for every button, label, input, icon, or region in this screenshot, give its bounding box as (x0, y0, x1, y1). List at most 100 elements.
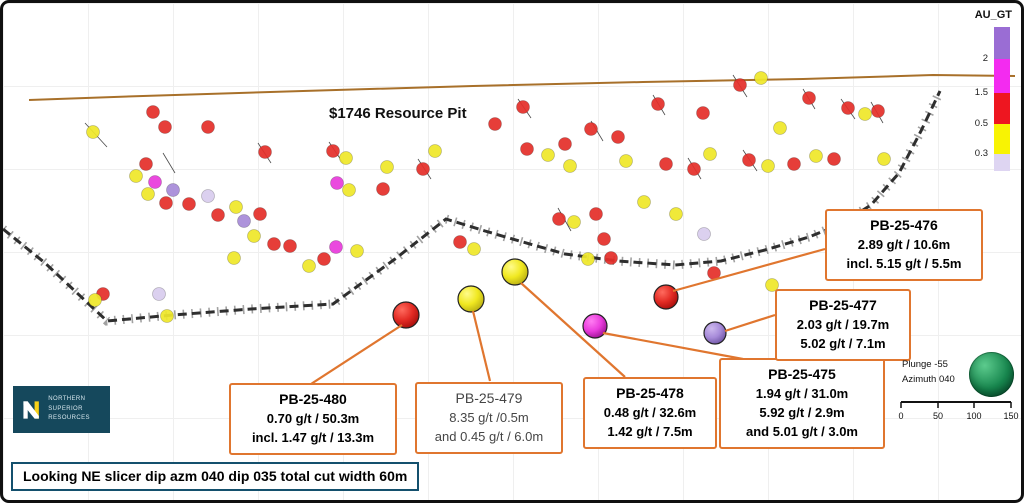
drillhole-intercept[interactable] (229, 200, 243, 214)
drillhole-intercept[interactable] (317, 252, 331, 266)
drillhole-intercept[interactable] (267, 237, 281, 251)
drillhole-intercept[interactable] (877, 152, 891, 166)
section-canvas[interactable] (3, 3, 1021, 500)
drillhole-intercept[interactable] (201, 120, 215, 134)
drillhole-intercept[interactable] (488, 117, 502, 131)
drillhole-id: PB-25-480 (279, 391, 347, 407)
drillhole-intercept[interactable] (563, 159, 577, 173)
drillhole-intercept[interactable] (858, 107, 872, 121)
drillhole-intercept[interactable] (589, 207, 603, 221)
highlighted-intercept[interactable] (653, 284, 679, 310)
drillhole-id: PB-25-477 (809, 297, 877, 313)
highlighted-intercept[interactable] (703, 321, 727, 345)
drillhole-intercept[interactable] (258, 145, 272, 159)
highlighted-intercept[interactable] (457, 285, 485, 313)
drillhole-intercept[interactable] (787, 157, 801, 171)
drillhole-intercept[interactable] (159, 196, 173, 210)
drillhole-intercept[interactable] (380, 160, 394, 174)
drillhole-intercept[interactable] (350, 244, 364, 258)
drillhole-intercept[interactable] (761, 159, 775, 173)
drillhole-intercept[interactable] (330, 176, 344, 190)
leader-line (471, 310, 492, 382)
drillhole-intercept[interactable] (146, 105, 160, 119)
drillhole-intercept[interactable] (129, 169, 143, 183)
intercept-value: and 5.01 g/t / 3.0m (746, 423, 858, 439)
highlighted-intercept[interactable] (501, 258, 529, 286)
drillhole-intercept[interactable] (687, 162, 701, 176)
drillhole-intercept[interactable] (247, 229, 261, 243)
drillhole-intercept[interactable] (152, 287, 166, 301)
plunge-value: Plunge -55 (902, 359, 948, 370)
drillhole-intercept[interactable] (802, 91, 816, 105)
drillhole-intercept[interactable] (342, 183, 356, 197)
drillhole-intercept[interactable] (827, 152, 841, 166)
intercept-value: 1.94 g/t / 31.0m (755, 386, 849, 402)
drillhole-intercept[interactable] (558, 137, 572, 151)
highlighted-intercept[interactable] (582, 313, 608, 339)
drillhole-id: PB-25-475 (768, 366, 836, 382)
drillhole-intercept[interactable] (742, 153, 756, 167)
drillhole-intercept[interactable] (139, 157, 153, 171)
drillhole-intercept[interactable] (88, 293, 102, 307)
drillhole-intercept[interactable] (339, 151, 353, 165)
drillhole-intercept[interactable] (841, 101, 855, 115)
highlighted-intercept[interactable] (392, 301, 420, 329)
azimuth-value: Azimuth 040 (902, 373, 955, 385)
drillhole-intercept[interactable] (182, 197, 196, 211)
drillhole-intercept[interactable] (809, 149, 823, 163)
drillhole-intercept[interactable] (733, 78, 747, 92)
drillhole-intercept[interactable] (584, 122, 598, 136)
drillhole-intercept[interactable] (703, 147, 717, 161)
drillhole-intercept[interactable] (428, 144, 442, 158)
drillhole-intercept[interactable] (201, 189, 215, 203)
company-logo-text: NORTHERN SUPERIOR RESOURCES (48, 396, 90, 422)
drillhole-intercept[interactable] (637, 195, 651, 209)
drillhole-intercept[interactable] (669, 207, 683, 221)
section-caption: Looking NE slicer dip azm 040 dip 035 to… (11, 462, 420, 491)
legend-threshold-label: 1.5 (974, 87, 988, 98)
drillhole-intercept[interactable] (302, 259, 316, 273)
drillhole-intercept[interactable] (659, 157, 673, 171)
drillhole-intercept[interactable] (619, 154, 633, 168)
drillhole-intercept[interactable] (516, 100, 530, 114)
drillhole-intercept[interactable] (754, 71, 768, 85)
drillhole-intercept[interactable] (326, 144, 340, 158)
intercept-value: 2.89 g/t / 10.6m (857, 237, 951, 253)
drillhole-intercept[interactable] (581, 252, 595, 266)
drillhole-intercept[interactable] (520, 142, 534, 156)
drillhole-intercept[interactable] (552, 212, 566, 226)
drillhole-intercept[interactable] (376, 182, 390, 196)
drillhole-intercept[interactable] (211, 208, 225, 222)
legend-threshold-label: 0.5 (974, 118, 988, 129)
drillhole-intercept[interactable] (611, 130, 625, 144)
drillhole-intercept[interactable] (253, 207, 267, 221)
drillhole-intercept[interactable] (541, 148, 555, 162)
drillhole-intercept[interactable] (871, 104, 885, 118)
drillhole-intercept[interactable] (567, 215, 581, 229)
drillhole-intercept[interactable] (467, 242, 481, 256)
drillhole-intercept[interactable] (237, 214, 251, 228)
drillhole-intercept[interactable] (597, 232, 611, 246)
drillhole-intercept[interactable] (158, 120, 172, 134)
drillhole-intercept[interactable] (148, 175, 162, 189)
orientation-ball[interactable] (969, 352, 1014, 397)
drillhole-intercept[interactable] (773, 121, 787, 135)
drillhole-intercept[interactable] (141, 187, 155, 201)
drillhole-intercept[interactable] (697, 227, 711, 241)
drill-result-box-pb-25-479: PB-25-479 8.35 g/t /0.5m and 0.45 g/t / 6.… (415, 382, 563, 454)
drillhole-intercept[interactable] (765, 278, 779, 292)
drillhole-intercept[interactable] (160, 309, 174, 323)
drillhole-intercepts-layer (86, 71, 891, 345)
drillhole-intercept[interactable] (651, 97, 665, 111)
drillhole-intercept[interactable] (416, 162, 430, 176)
drill-result-box-pb-25-477: PB-25-477 2.03 g/t / 19.7m 5.02 g/t / 7.1m (775, 289, 911, 361)
drillhole-intercept[interactable] (227, 251, 241, 265)
drillhole-intercept[interactable] (604, 251, 618, 265)
drillhole-intercept[interactable] (86, 125, 100, 139)
drillhole-intercept[interactable] (166, 183, 180, 197)
drillhole-intercept[interactable] (283, 239, 297, 253)
drillhole-intercept[interactable] (453, 235, 467, 249)
drillhole-intercept[interactable] (696, 106, 710, 120)
drillhole-intercept[interactable] (329, 240, 343, 254)
